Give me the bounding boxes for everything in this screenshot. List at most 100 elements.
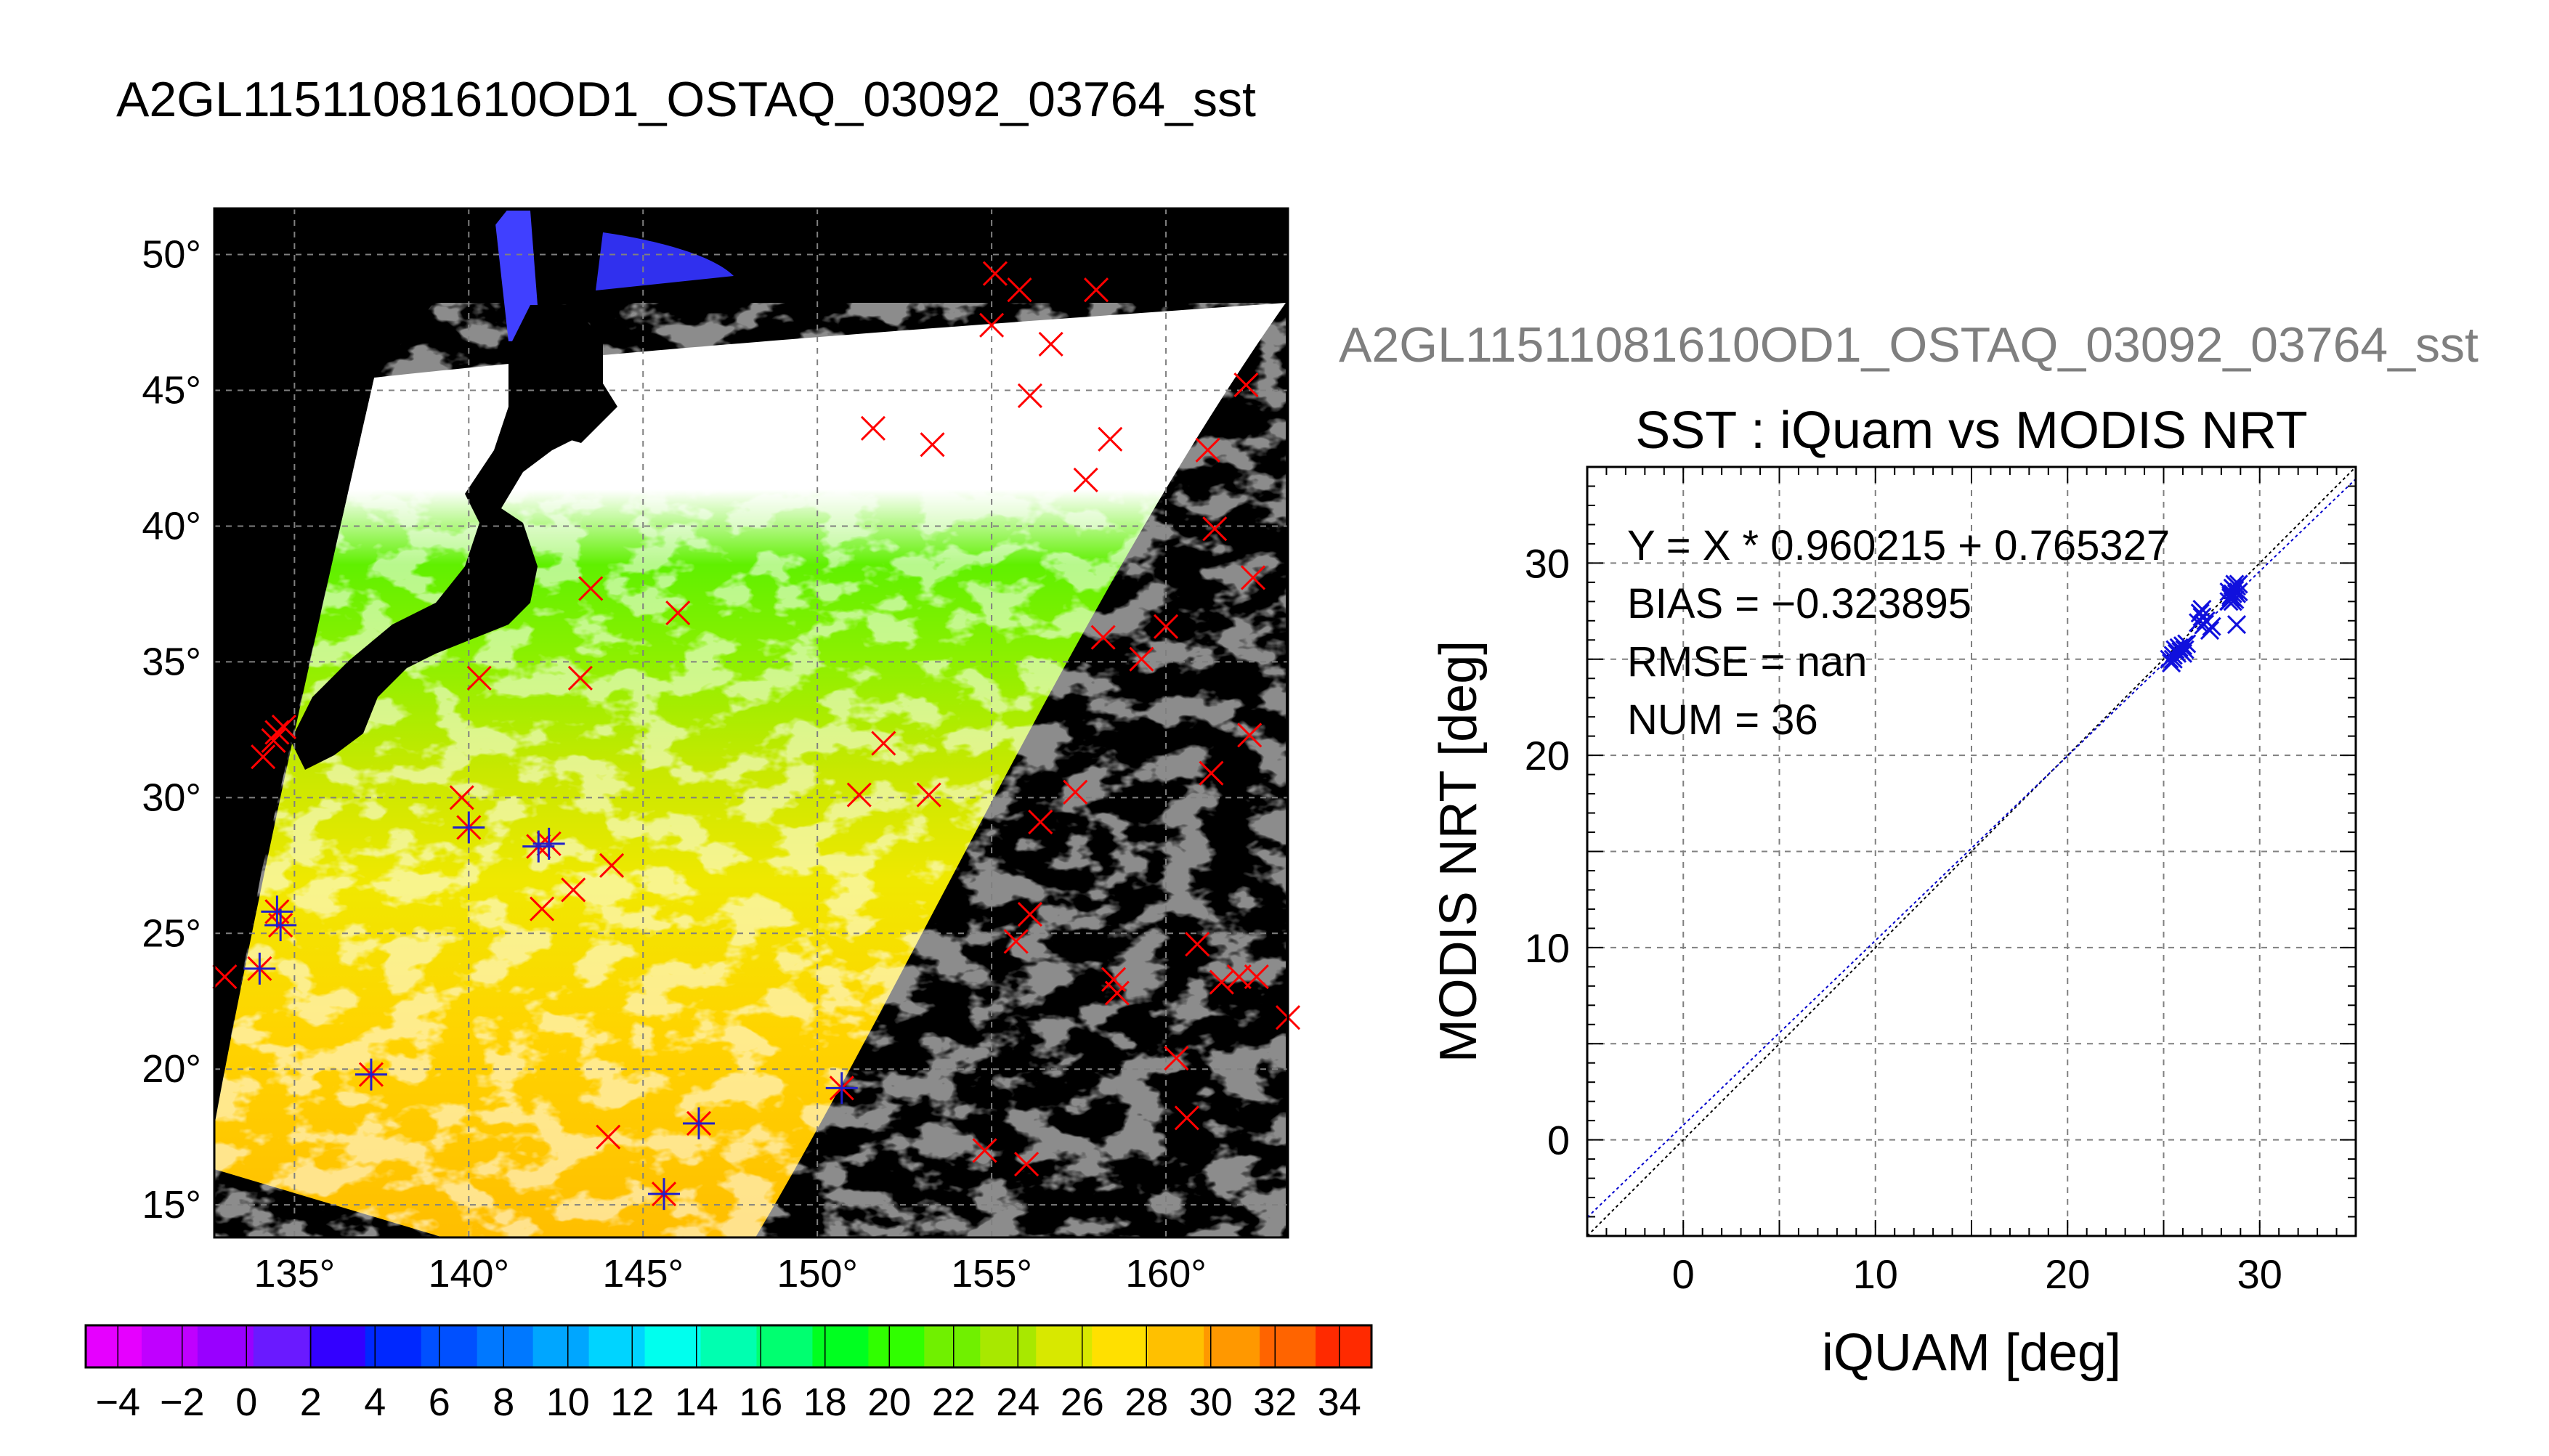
colorbar-segment [309, 1325, 366, 1367]
scatter-y-tick-label: 0 [1547, 1118, 1570, 1163]
colorbar-segment [1148, 1325, 1204, 1367]
map-lat-tick-label: 45° [142, 368, 201, 412]
map-marker-x-stroke [1028, 809, 1053, 835]
colorbar-segment [477, 1325, 534, 1367]
sst-map-panel: 135° 140° 145° 150° 155° 160° 15° 20° 25° 30° 35°… [142, 207, 1301, 1296]
map-marker-x-stroke [1195, 437, 1220, 463]
scatter-x-tick-label: 10 [1853, 1251, 1898, 1297]
colorbar-tick-label: −2 [160, 1380, 205, 1424]
map-marker-x [1038, 331, 1063, 357]
colorbar-segment [421, 1325, 478, 1367]
map-marker-x [1063, 779, 1088, 805]
scatter-ylabel: MODIS NRT [deg] [1430, 640, 1488, 1063]
map-marker-x [1084, 277, 1109, 303]
map-marker-x [972, 1138, 997, 1163]
map-marker-star [243, 952, 276, 985]
map-marker-x-stroke [1017, 383, 1042, 409]
map-marker-star [648, 1178, 681, 1211]
colorbar-segment [1092, 1325, 1148, 1367]
colorbar-tick-label: 28 [1124, 1380, 1168, 1424]
colorbar-segment [253, 1325, 310, 1367]
map-marker-x-stroke [1174, 1105, 1199, 1131]
map-marker-x-stroke [264, 720, 290, 745]
scatter-point [2175, 640, 2195, 659]
map-marker-x [1244, 964, 1269, 990]
off-swath-west [214, 208, 508, 1126]
scatter-y-tick-label: 20 [1525, 733, 1570, 778]
scatter-point-stroke [2226, 615, 2247, 635]
map-marker-x [578, 576, 604, 601]
scatter-point-stroke [2177, 634, 2197, 654]
map-marker-x [530, 896, 555, 922]
map-marker-x [1226, 964, 1252, 990]
colorbar-segment [924, 1325, 981, 1367]
scatter-point-stroke [2175, 640, 2195, 659]
map-marker-x-stroke [1084, 277, 1109, 303]
map-lon-tick-label: 145° [602, 1252, 684, 1296]
map-marker-x [916, 782, 941, 808]
map-lat-tick-label: 30° [142, 776, 201, 819]
map-marker-star [825, 1072, 858, 1105]
map-marker-x [1195, 437, 1220, 463]
map-marker-x [1028, 809, 1053, 835]
colorbar-tick-label: 2 [300, 1380, 322, 1424]
scatter-point-stroke [2192, 599, 2212, 619]
map-marker-x-stroke [972, 1138, 997, 1163]
map-marker-x-stroke [1098, 426, 1123, 452]
map-marker-x [1014, 1151, 1040, 1177]
colorbar-segment [700, 1325, 757, 1367]
colorbar-segment [588, 1325, 646, 1367]
map-lat-tick-label: 50° [142, 233, 201, 277]
map-marker-x [860, 415, 886, 441]
map-marker-x-stroke [212, 964, 238, 990]
colorbar-segment [1316, 1325, 1372, 1367]
map-marker-x-stroke [1209, 969, 1234, 995]
map-marker-x [261, 728, 286, 753]
map-lat-tick-label: 25° [142, 911, 201, 955]
map-markers [212, 261, 1301, 1211]
colorbar-tick-label: 6 [429, 1380, 450, 1424]
colorbar-tick-label: 26 [1061, 1380, 1104, 1424]
colorbar-segment [812, 1325, 869, 1367]
scatter-panel: 0 10 20 30 0 10 20 30 SST : iQuam vs MODIS NRT iQ… [1430, 402, 2357, 1382]
scatter-point [2173, 643, 2193, 663]
map-marker-x [871, 731, 896, 756]
map-marker-x [982, 261, 1008, 286]
map-marker-x-stroke [1226, 964, 1252, 990]
map-marker-x-stroke [1014, 1151, 1040, 1177]
scatter-point [2200, 620, 2220, 640]
colorbar-tick-label: 34 [1318, 1380, 1361, 1424]
colorbar: −4 −2 0 2 4 6 8 10 12 14 16 18 20 22 24 26 28 30 32 34 [84, 1324, 1373, 1424]
one-to-one-line [1586, 466, 2356, 1237]
map-marker-x [1017, 383, 1042, 409]
map-marker-x-stroke [561, 877, 586, 903]
colorbar-tick-label: 14 [675, 1380, 718, 1424]
scatter-point-stroke [2225, 574, 2245, 594]
map-marker-x-stroke [1185, 932, 1210, 957]
map-marker-x [979, 312, 1005, 338]
scatter-point-stroke [2173, 636, 2193, 656]
map-marker-x-stroke [1090, 625, 1116, 650]
colorbar-segment [141, 1325, 198, 1367]
map-marker-x [1098, 426, 1123, 452]
map-marker-x [1209, 969, 1234, 995]
map-marker-x-stroke [1073, 467, 1098, 492]
map-marker-x-stroke [846, 782, 872, 808]
map-marker-x-stroke [979, 312, 1005, 338]
map-lat-labels: 15° 20° 25° 30° 35° 40° 45° 50° [142, 233, 201, 1227]
map-marker-x [1007, 277, 1032, 303]
map-marker-x [1199, 760, 1224, 786]
map-marker-x-stroke [1199, 760, 1224, 786]
scatter-stat-line: RMSE = nan [1627, 638, 1867, 686]
map-marker-x [251, 744, 276, 770]
map-marker-x [1090, 625, 1116, 650]
scatter-point [2190, 603, 2210, 623]
map-marker-x-stroke [1129, 646, 1154, 672]
map-marker-x-stroke [596, 1124, 621, 1150]
map-marker-x [561, 877, 586, 903]
map-marker-star [683, 1107, 716, 1139]
map-marker-x [1202, 516, 1228, 542]
map-marker-star [261, 895, 293, 928]
cold-sst-patch-east [596, 232, 734, 290]
